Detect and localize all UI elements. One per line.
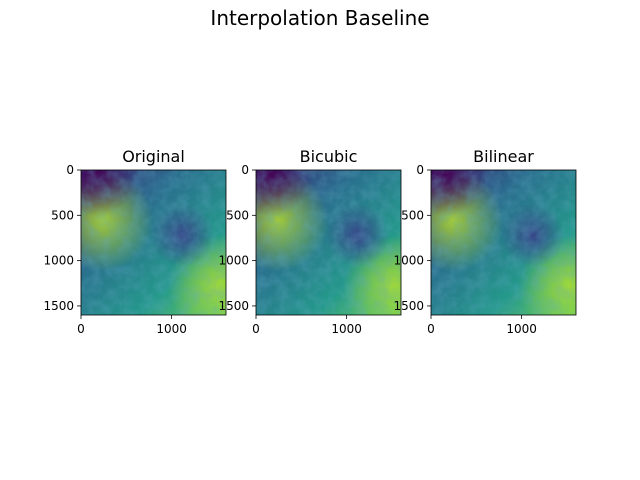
y-tick-label: 500 [401, 208, 424, 222]
x-tick-label: 0 [252, 322, 260, 336]
subplot-bilinear: Bilinear 0 1000 0 500 1000 1500 [393, 147, 577, 336]
subplot-title: Bicubic [300, 147, 358, 166]
figure-title: Interpolation Baseline [210, 6, 430, 30]
y-tick-label: 0 [416, 163, 424, 177]
y-tick-label: 1500 [218, 299, 249, 313]
subplot-bicubic: Bicubic 0 1000 0 500 1000 1500 [218, 147, 402, 336]
x-tick-label: 0 [427, 322, 435, 336]
x-tick-label: 1000 [506, 322, 537, 336]
x-tick-label: 1000 [331, 322, 362, 336]
y-tick-label: 500 [226, 208, 249, 222]
heatmap-texture [81, 170, 226, 315]
y-tick-label: 1000 [393, 254, 424, 268]
y-tick-label: 1000 [218, 254, 249, 268]
heatmap-texture [431, 170, 576, 315]
x-tick-label: 1000 [156, 322, 187, 336]
y-tick-label: 500 [51, 208, 74, 222]
subplot-title: Bilinear [473, 147, 534, 166]
axes-frame [80, 169, 227, 316]
y-tick-label: 0 [66, 163, 74, 177]
axes-frame [255, 169, 402, 316]
y-tick-label: 0 [241, 163, 249, 177]
x-tick-label: 0 [77, 322, 85, 336]
axes-frame [430, 169, 577, 316]
y-tick-label: 1000 [43, 254, 74, 268]
y-tick-label: 1500 [393, 299, 424, 313]
subplot-title: Original [122, 147, 185, 166]
heatmap-texture [256, 170, 401, 315]
subplot-original: Original 0 1000 0 500 1000 1500 [43, 147, 227, 336]
y-tick-label: 1500 [43, 299, 74, 313]
